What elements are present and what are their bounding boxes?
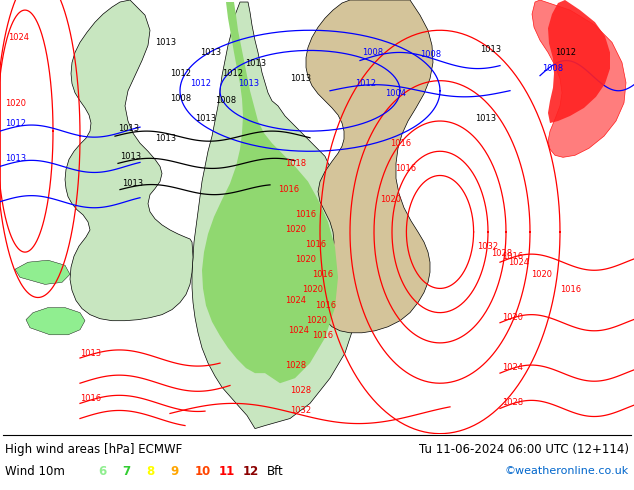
Text: 1012: 1012 (5, 119, 26, 128)
Text: 1016: 1016 (80, 394, 101, 403)
Text: 1032: 1032 (290, 407, 311, 416)
Text: 1008: 1008 (420, 50, 441, 59)
Text: 7: 7 (122, 465, 131, 478)
Text: 1012: 1012 (555, 49, 576, 57)
Text: 1013: 1013 (120, 152, 141, 161)
Text: 1008: 1008 (362, 49, 383, 57)
Text: 1012: 1012 (190, 79, 211, 88)
Text: 1016: 1016 (390, 139, 411, 148)
Text: 1016: 1016 (295, 210, 316, 219)
Text: Wind 10m: Wind 10m (5, 465, 65, 478)
Text: 1020: 1020 (302, 286, 323, 294)
Text: 1013: 1013 (80, 349, 101, 358)
Text: 1016: 1016 (315, 300, 336, 310)
Text: 1024: 1024 (502, 363, 523, 372)
Text: 1013: 1013 (122, 178, 143, 188)
Text: 1028: 1028 (491, 249, 512, 258)
Text: 1008: 1008 (215, 96, 236, 105)
Text: 1016: 1016 (502, 252, 523, 261)
Polygon shape (65, 0, 193, 320)
Polygon shape (202, 2, 338, 383)
Text: 1013: 1013 (195, 114, 216, 123)
Text: 1013: 1013 (290, 74, 311, 83)
Text: 9: 9 (171, 465, 179, 478)
Text: 1020: 1020 (285, 225, 306, 234)
Text: 1008: 1008 (170, 94, 191, 103)
Text: 1016: 1016 (278, 185, 299, 194)
Text: 1016: 1016 (395, 165, 416, 173)
Text: Tu 11-06-2024 06:00 UTC (12+114): Tu 11-06-2024 06:00 UTC (12+114) (419, 443, 629, 456)
Text: 1028: 1028 (502, 398, 523, 407)
Text: 1012: 1012 (170, 69, 191, 77)
Text: 6: 6 (98, 465, 107, 478)
Text: 1013: 1013 (155, 134, 176, 143)
Text: 1028: 1028 (285, 361, 306, 370)
Text: 1020: 1020 (306, 316, 327, 325)
Text: 1016: 1016 (560, 285, 581, 294)
Text: 8: 8 (146, 465, 155, 478)
Text: 1016: 1016 (312, 270, 333, 279)
Text: High wind areas [hPa] ECMWF: High wind areas [hPa] ECMWF (5, 443, 183, 456)
Text: 1012: 1012 (222, 69, 243, 77)
Text: 1013: 1013 (475, 114, 496, 123)
Text: 1024: 1024 (508, 258, 529, 267)
Text: 10: 10 (195, 465, 211, 478)
Text: 1013: 1013 (5, 154, 26, 163)
Text: 1013: 1013 (480, 46, 501, 54)
Polygon shape (15, 260, 70, 284)
Text: 1013: 1013 (245, 58, 266, 68)
Text: 1013: 1013 (238, 79, 259, 88)
Polygon shape (26, 308, 85, 335)
Text: 1013: 1013 (200, 49, 221, 57)
Text: 1028: 1028 (290, 386, 311, 395)
Text: 1016: 1016 (305, 240, 326, 249)
Text: 1018: 1018 (285, 159, 306, 169)
Text: 12: 12 (243, 465, 259, 478)
Text: 1020: 1020 (5, 99, 26, 108)
Polygon shape (306, 0, 433, 333)
Text: 1008: 1008 (542, 64, 563, 73)
Polygon shape (532, 0, 626, 157)
Text: 1020: 1020 (295, 255, 316, 264)
Text: 1016: 1016 (312, 331, 333, 340)
Text: 1013: 1013 (118, 124, 139, 133)
Text: 1024: 1024 (8, 33, 29, 42)
Text: 11: 11 (219, 465, 235, 478)
Text: 1004: 1004 (385, 89, 406, 98)
Text: 1024: 1024 (288, 326, 309, 335)
Text: ©weatheronline.co.uk: ©weatheronline.co.uk (505, 466, 629, 476)
Text: 1024: 1024 (285, 295, 306, 305)
Polygon shape (192, 2, 360, 429)
Text: 1012: 1012 (355, 79, 376, 88)
Text: 1032: 1032 (477, 242, 498, 251)
Text: 1020: 1020 (531, 270, 552, 279)
Text: 1020: 1020 (380, 195, 401, 204)
Text: Bft: Bft (267, 465, 283, 478)
Polygon shape (548, 0, 610, 123)
Text: 1013: 1013 (155, 38, 176, 48)
Text: 1020: 1020 (502, 313, 523, 322)
